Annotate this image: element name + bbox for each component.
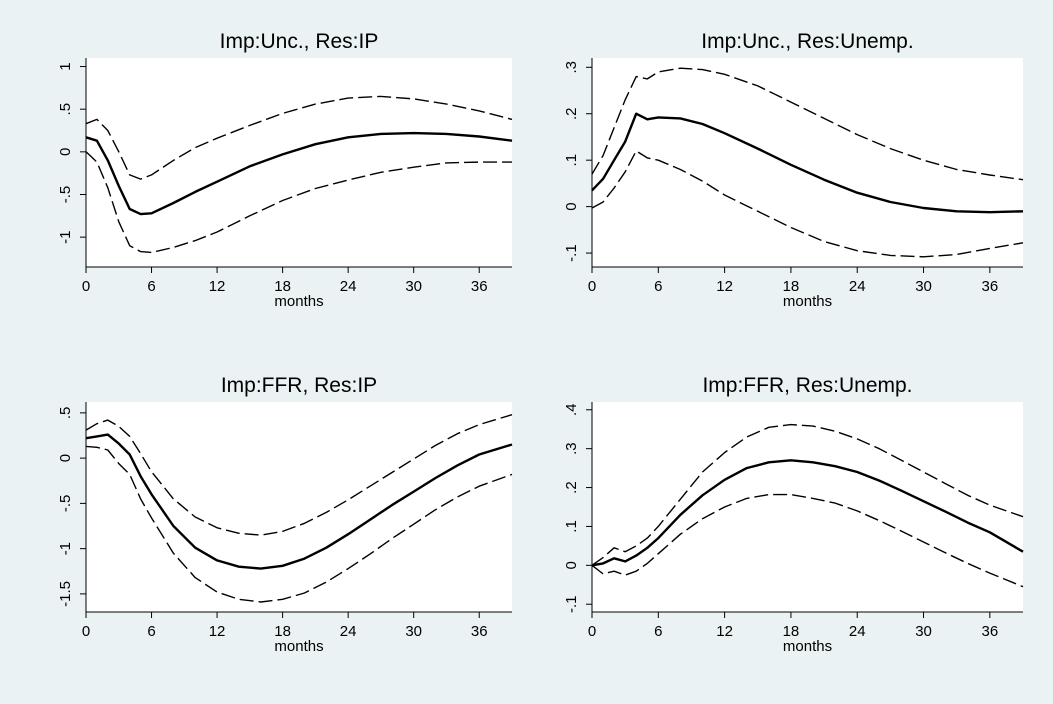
ffr-unemp-y-tick-label: .2 bbox=[563, 481, 580, 494]
unc-ip-x-tick-label: 12 bbox=[209, 278, 226, 295]
ffr-unemp-title: Imp:FFR, Res:Unemp. bbox=[702, 374, 912, 397]
unc-ip-y-tick-label: -.5 bbox=[57, 186, 74, 204]
unc-ip-y-tick-label: .5 bbox=[57, 103, 74, 116]
unc-unemp-x-tick-label: 24 bbox=[849, 278, 866, 295]
ffr-ip-x-tick-label: 30 bbox=[405, 623, 422, 640]
ffr-ip-x-tick-label: 24 bbox=[340, 623, 357, 640]
ffr-ip-y-tick-label: .5 bbox=[57, 407, 74, 420]
unc-unemp-x-tick-label: 12 bbox=[716, 278, 733, 295]
unc-ip-estimate-line bbox=[85, 131, 513, 216]
ffr-ip-y-tick-label: -1 bbox=[57, 542, 74, 555]
unc-ip-x-tick-label: 0 bbox=[82, 278, 90, 295]
ffr-ip-x-tick-label: 18 bbox=[274, 623, 291, 640]
unc-ip-y-tick-label: -1 bbox=[57, 230, 74, 243]
ffr-unemp-x-tick-label: 0 bbox=[588, 623, 596, 640]
unc-ip-upper-line bbox=[85, 95, 513, 180]
unc-unemp-y-tick-label: -.1 bbox=[563, 244, 580, 262]
panel-unc-unemp: Imp:Unc., Res:Unemp. 0 6 12 18 24 30 36 months .3… bbox=[563, 30, 1024, 310]
ffr-unemp-plot-area bbox=[592, 402, 1023, 612]
ffr-unemp-x-axis-label: months bbox=[783, 638, 832, 655]
ffr-ip-lower-line bbox=[85, 445, 513, 603]
unc-ip-y-tick-label: 0 bbox=[57, 148, 74, 156]
unc-unemp-lower-line bbox=[591, 150, 1024, 258]
ffr-unemp-y-tick-label: .1 bbox=[563, 520, 580, 533]
unc-unemp-x-tick-label: 30 bbox=[915, 278, 932, 295]
ffr-unemp-x-tick-label: 36 bbox=[982, 623, 999, 640]
ffr-unemp-x-tick-label: 30 bbox=[915, 623, 932, 640]
unc-unemp-y-tick-label: .3 bbox=[563, 61, 580, 74]
ffr-ip-x-tick-label: 36 bbox=[471, 623, 488, 640]
ffr-ip-y-tick-label: -.5 bbox=[57, 495, 74, 513]
panel-ffr-unemp: Imp:FFR, Res:Unemp. 0 6 12 18 24 30 36 months .4.… bbox=[563, 374, 1024, 655]
ffr-ip-estimate-line bbox=[85, 433, 513, 570]
unc-unemp-estimate-line bbox=[591, 112, 1024, 214]
unc-unemp-x-tick-label: 18 bbox=[783, 278, 800, 295]
unc-ip-x-tick-label: 24 bbox=[340, 278, 357, 295]
unc-unemp-title: Imp:Unc., Res:Unemp. bbox=[701, 30, 913, 53]
ffr-ip-plot-area bbox=[86, 402, 512, 612]
ffr-ip-upper-line bbox=[85, 414, 513, 536]
ffr-ip-x-axis-label: months bbox=[274, 638, 323, 655]
unc-unemp-plot-area bbox=[592, 58, 1023, 267]
panel-unc-ip: Imp:Unc., Res:IP 0 6 12 18 24 30 36 months 1 .5 0 -.… bbox=[57, 30, 513, 310]
ffr-ip-x-tick-label: 12 bbox=[209, 623, 226, 640]
unc-ip-x-axis-label: months bbox=[274, 293, 323, 310]
unc-ip-title: Imp:Unc., Res:IP bbox=[220, 30, 379, 53]
unc-unemp-y-tick-label: 0 bbox=[563, 202, 580, 210]
ffr-ip-x-tick-label: 6 bbox=[147, 623, 155, 640]
ffr-unemp-estimate-line bbox=[591, 459, 1024, 567]
ffr-unemp-y-tick-label: -.1 bbox=[563, 595, 580, 613]
ffr-unemp-x-tick-label: 18 bbox=[783, 623, 800, 640]
panel-ffr-ip: Imp:FFR, Res:IP 0 6 12 18 24 30 36 months .5 0 -.5 -… bbox=[57, 374, 513, 655]
ffr-unemp-y-tick-label: .4 bbox=[563, 404, 580, 417]
unc-unemp-upper-line bbox=[591, 67, 1024, 181]
unc-ip-plot-area bbox=[86, 58, 512, 267]
ffr-ip-y-tick-label: -1.5 bbox=[57, 581, 74, 607]
unc-ip-x-tick-label: 18 bbox=[274, 278, 291, 295]
ffr-unemp-x-tick-label: 24 bbox=[849, 623, 866, 640]
ffr-ip-y-tick-label: 0 bbox=[57, 454, 74, 462]
ffr-unemp-upper-line bbox=[591, 423, 1024, 566]
unc-ip-lower-line bbox=[85, 151, 512, 254]
unc-ip-x-tick-label: 36 bbox=[471, 278, 488, 295]
unc-ip-x-tick-label: 30 bbox=[405, 278, 422, 295]
unc-unemp-x-tick-label: 36 bbox=[982, 278, 999, 295]
ffr-ip-title: Imp:FFR, Res:IP bbox=[221, 374, 377, 397]
unc-unemp-x-tick-label: 0 bbox=[588, 278, 596, 295]
unc-ip-x-tick-label: 6 bbox=[147, 278, 155, 295]
unc-unemp-x-tick-label: 6 bbox=[654, 278, 662, 295]
unc-ip-y-tick-label: 1 bbox=[57, 62, 74, 70]
ffr-unemp-lower-line bbox=[591, 493, 1024, 588]
unc-unemp-y-tick-label: .2 bbox=[563, 107, 580, 120]
unc-unemp-y-tick-label: .1 bbox=[563, 154, 580, 167]
unc-unemp-x-axis-label: months bbox=[783, 293, 832, 310]
ffr-unemp-x-tick-label: 6 bbox=[654, 623, 662, 640]
ffr-unemp-y-tick-label: .3 bbox=[563, 442, 580, 455]
ffr-unemp-x-tick-label: 12 bbox=[716, 623, 733, 640]
ffr-unemp-y-tick-label: 0 bbox=[563, 561, 580, 569]
ffr-ip-x-tick-label: 0 bbox=[82, 623, 90, 640]
